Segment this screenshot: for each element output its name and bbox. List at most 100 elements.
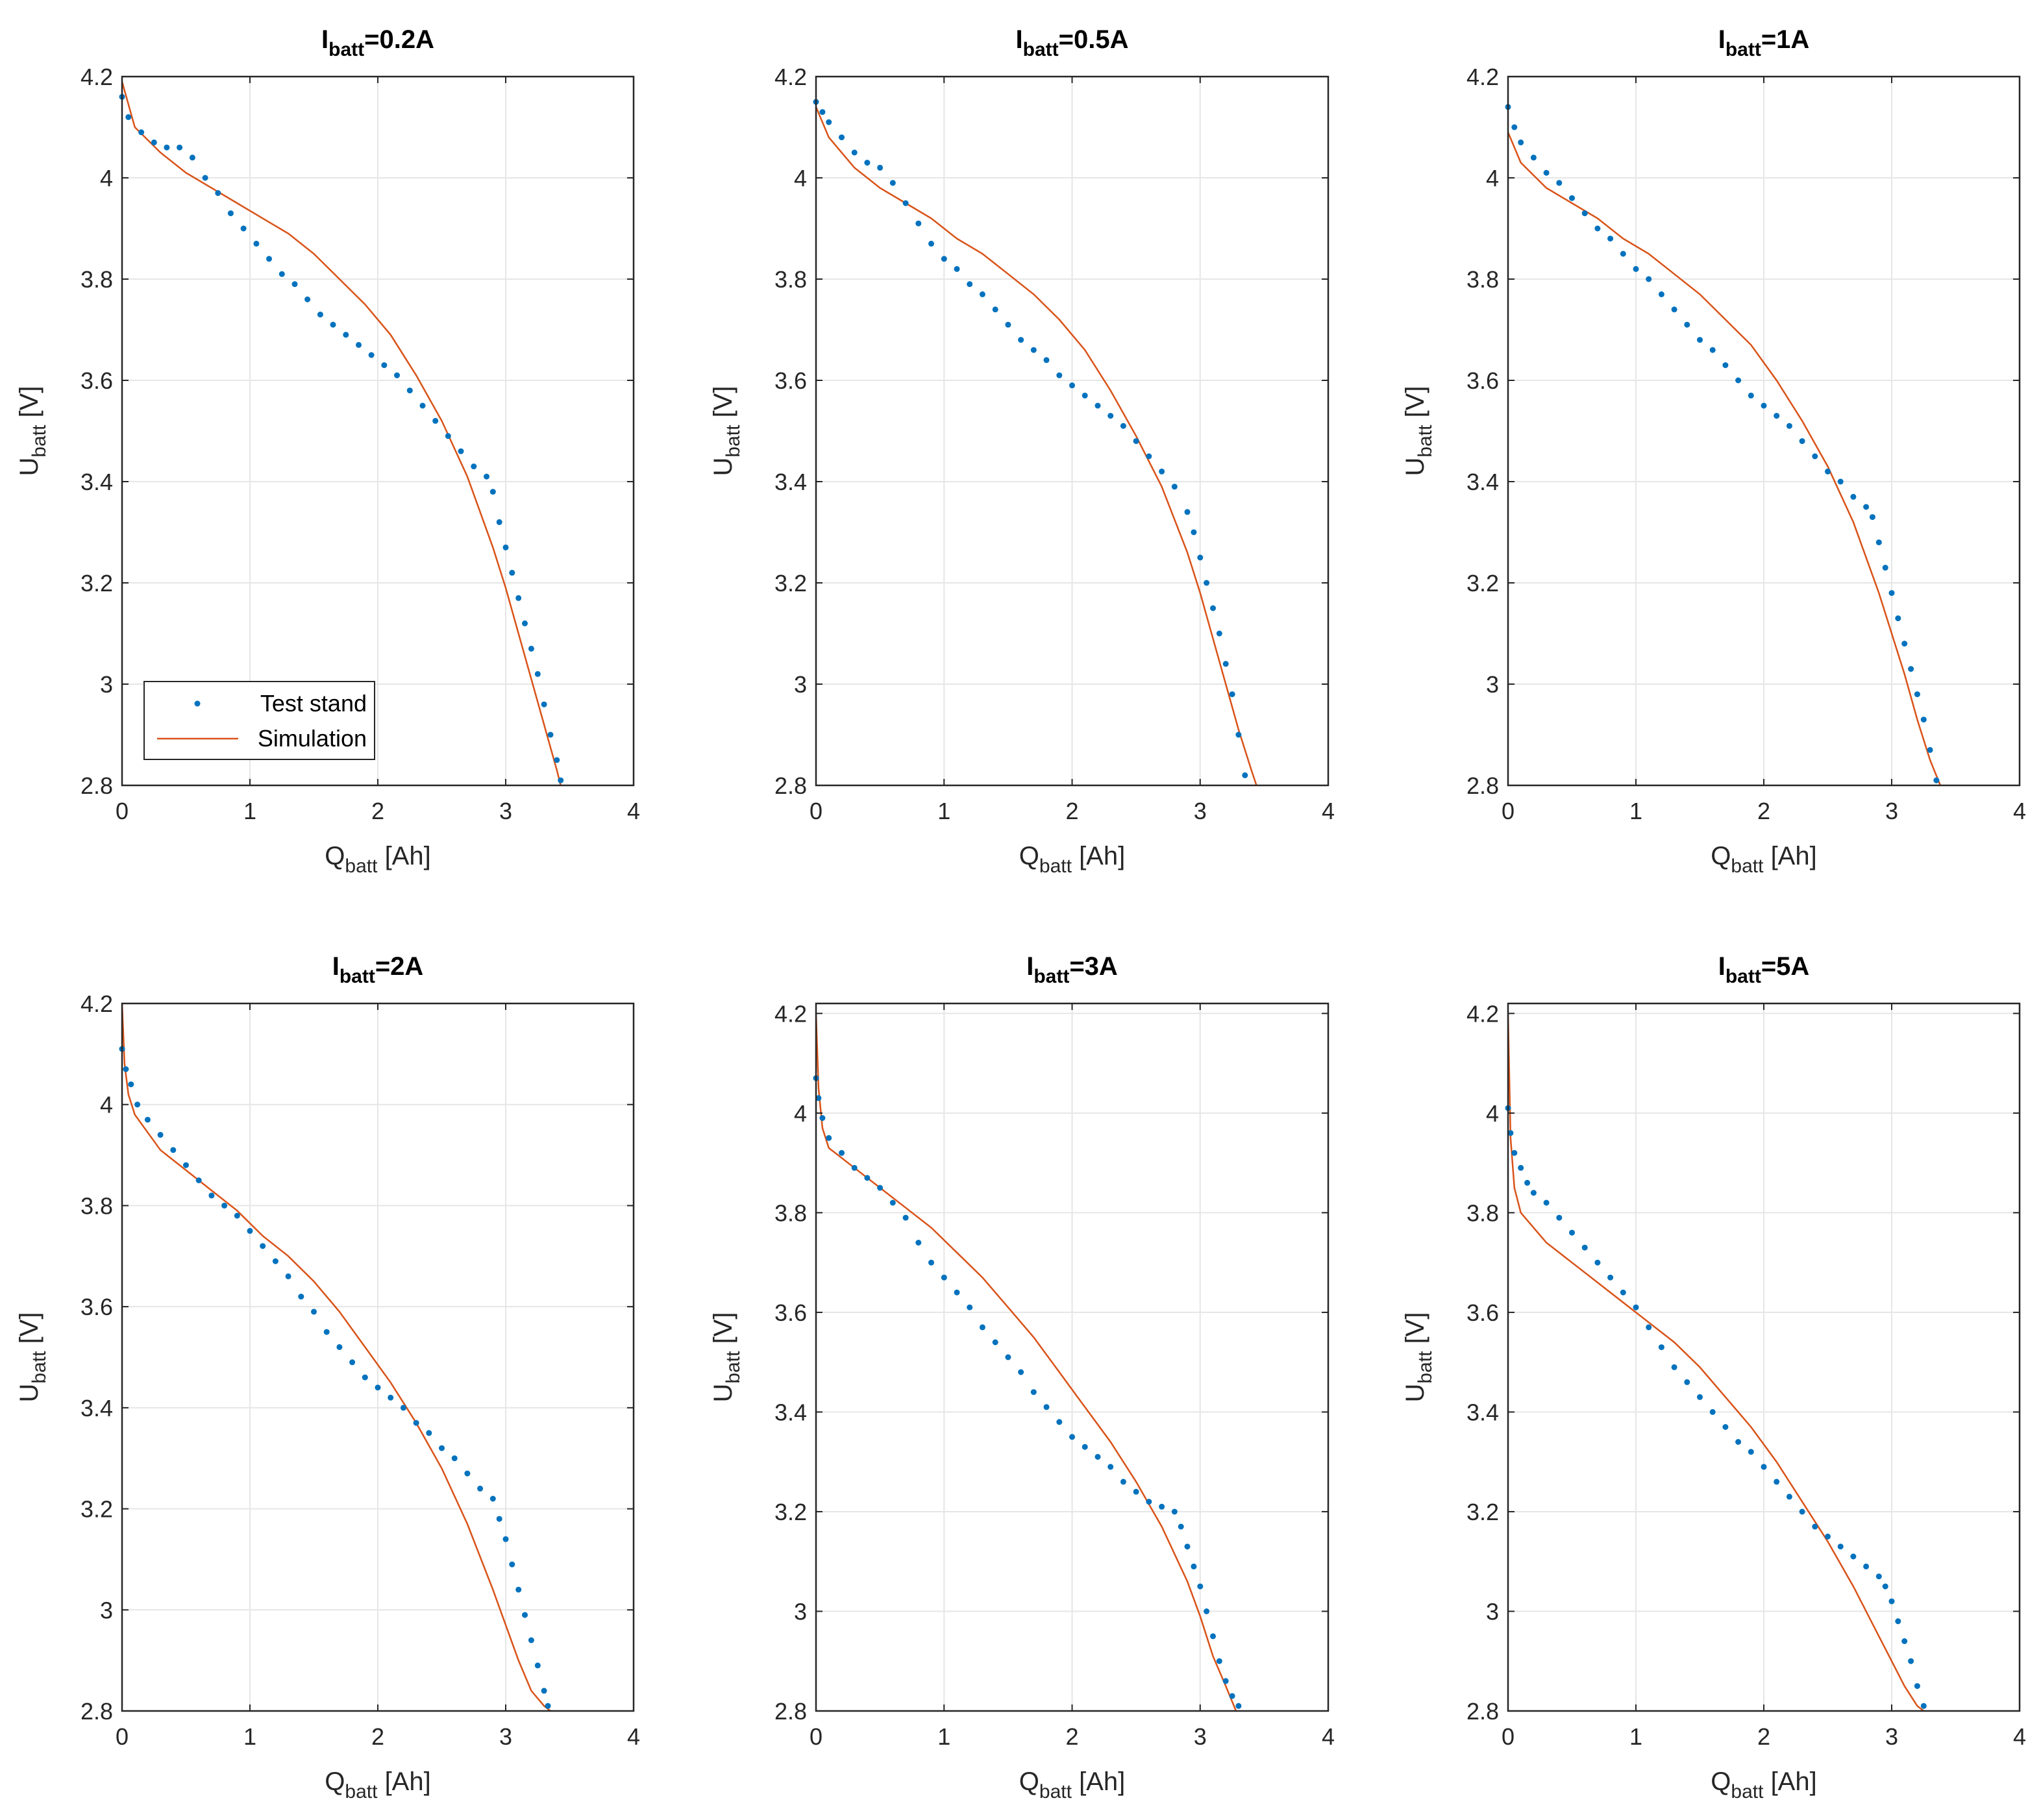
y-axis-label: Ubatt [V] xyxy=(709,386,744,476)
test-stand-point xyxy=(1786,1494,1792,1500)
y-axis-label: Ubatt [V] xyxy=(1401,1312,1436,1403)
test-stand-point xyxy=(928,240,934,247)
test-stand-point xyxy=(489,1495,496,1502)
legend-box xyxy=(143,681,375,760)
test-stand-point xyxy=(1735,377,1742,384)
simulation-line xyxy=(1508,1013,1925,1711)
test-stand-point xyxy=(1095,1454,1101,1460)
y-axis-label-subscript: batt xyxy=(29,424,50,458)
test-stand-point xyxy=(208,1192,215,1199)
test-stand-point xyxy=(266,256,272,262)
x-tick-label: 1 xyxy=(243,1723,256,1750)
y-tick-label: 3.2 xyxy=(774,1499,807,1525)
test-stand-point xyxy=(1761,1464,1767,1470)
test-stand-point xyxy=(1146,453,1152,460)
test-stand-point xyxy=(1748,392,1754,399)
test-stand-point xyxy=(183,1162,189,1168)
test-stand-point xyxy=(1920,717,1927,723)
test-stand-point xyxy=(1735,1439,1742,1445)
y-tick-label: 2.8 xyxy=(774,772,807,799)
test-stand-point xyxy=(1222,1678,1229,1684)
test-stand-point xyxy=(1511,1150,1518,1156)
y-tick-label: 3.6 xyxy=(774,367,807,394)
test-stand-point xyxy=(1107,1464,1114,1470)
test-stand-point xyxy=(1646,1324,1652,1331)
chart-title-subscript: batt xyxy=(1726,39,1761,60)
test-stand-point xyxy=(445,433,451,439)
test-stand-point xyxy=(432,417,439,424)
test-stand-point xyxy=(826,119,832,125)
test-stand-point xyxy=(1633,265,1639,272)
test-stand-point xyxy=(1056,1419,1063,1425)
test-stand-point xyxy=(1543,169,1550,176)
test-stand-point xyxy=(1530,154,1537,161)
test-stand-point xyxy=(394,372,400,378)
test-stand-point xyxy=(1204,580,1210,586)
test-stand-point xyxy=(1235,732,1242,738)
x-tick-label: 3 xyxy=(1885,798,1898,824)
test-stand-point xyxy=(1901,1638,1908,1644)
test-stand-point xyxy=(1869,514,1875,521)
test-stand-point xyxy=(502,544,509,550)
chart-title-subscript: batt xyxy=(340,966,375,987)
test-stand-point xyxy=(413,1420,419,1426)
test-stand-point xyxy=(215,190,221,196)
test-stand-point xyxy=(368,352,375,358)
y-tick-label: 4.2 xyxy=(774,1000,807,1027)
test-stand-point xyxy=(864,1175,871,1181)
x-tick-label: 4 xyxy=(1322,1723,1335,1750)
simulation-line xyxy=(122,81,562,785)
x-tick-label: 1 xyxy=(243,798,256,824)
test-stand-point xyxy=(1888,1598,1895,1605)
test-stand-point xyxy=(1043,1404,1050,1410)
test-stand-point xyxy=(426,1430,432,1436)
x-axis-label-main: Q xyxy=(1711,842,1731,870)
test-stand-point xyxy=(1920,1703,1927,1709)
test-stand-point xyxy=(1825,1533,1831,1540)
test-stand-point xyxy=(260,1243,266,1249)
test-stand-point xyxy=(362,1374,368,1381)
test-stand-point xyxy=(151,139,157,145)
y-axis-label-subscript: batt xyxy=(723,424,744,458)
test-stand-point xyxy=(195,1177,202,1183)
x-tick-label: 2 xyxy=(1065,798,1078,824)
y-tick-label: 4 xyxy=(794,165,807,191)
y-tick-label: 3.6 xyxy=(1466,367,1499,394)
test-stand-point xyxy=(278,271,285,277)
test-stand-point xyxy=(227,210,234,217)
test-stand-point xyxy=(1569,1229,1575,1236)
chart-panel-1: 0 1 2 3 42.833.23.43.63.844.2Ibatt=0.2AQbatt… xyxy=(15,25,640,877)
test-stand-point xyxy=(406,387,413,394)
test-stand-point xyxy=(381,362,388,369)
test-stand-point xyxy=(1671,1364,1677,1370)
test-stand-point xyxy=(1056,372,1063,378)
y-tick-label: 3.4 xyxy=(80,1395,113,1421)
x-axis-label-rest: [Ah] xyxy=(1072,842,1125,870)
x-axis-label-main: Q xyxy=(1019,1767,1039,1796)
test-stand-point xyxy=(311,1309,317,1315)
chart-panel-2: 0 1 2 3 42.833.23.43.63.844.2Ibatt=0.5AQbatt… xyxy=(709,25,1335,877)
test-stand-point xyxy=(451,1455,458,1462)
y-tick-label: 3.2 xyxy=(1466,570,1499,596)
test-stand-point xyxy=(1229,1693,1235,1699)
y-axis-label-main: U xyxy=(709,458,737,476)
y-tick-label: 3.4 xyxy=(774,1399,807,1425)
test-stand-point xyxy=(915,1240,922,1246)
x-axis-label: Qbatt [Ah] xyxy=(1711,842,1816,877)
test-stand-point xyxy=(1018,337,1024,343)
test-stand-point xyxy=(285,1273,291,1279)
test-stand-point xyxy=(1524,1179,1531,1186)
y-axis-label-main: U xyxy=(1401,1384,1429,1403)
chart-title-subscript: batt xyxy=(1023,39,1059,60)
test-stand-point xyxy=(941,1274,947,1281)
y-tick-label: 4.2 xyxy=(774,64,807,90)
x-tick-label: 4 xyxy=(1322,798,1335,824)
y-axis-label-main: U xyxy=(709,1384,737,1403)
test-stand-point xyxy=(1556,1214,1563,1221)
y-tick-label: 3.8 xyxy=(1466,266,1499,293)
test-stand-point xyxy=(1863,504,1870,510)
x-axis-label-subscript: batt xyxy=(345,1781,378,1802)
test-stand-point xyxy=(1005,321,1011,328)
